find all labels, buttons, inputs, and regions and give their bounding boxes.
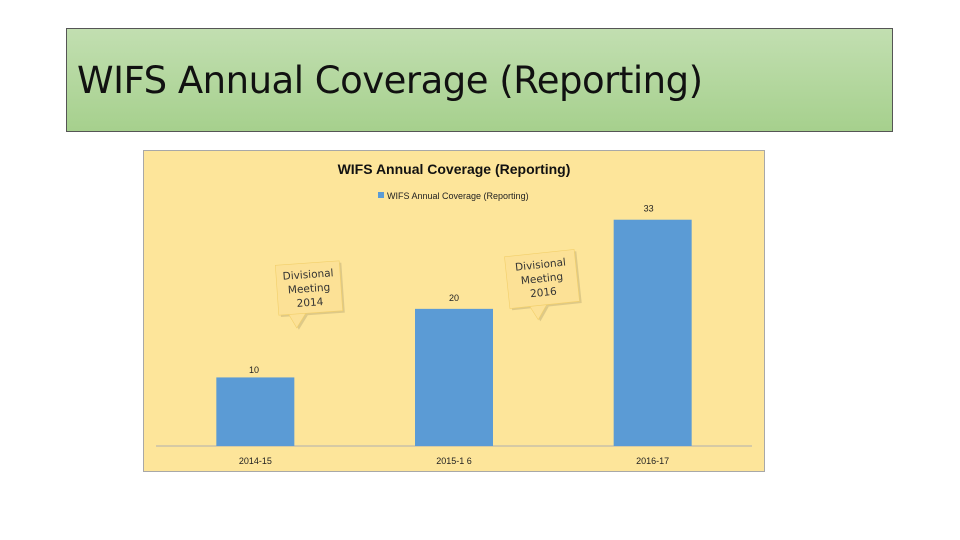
chart-title: WIFS Annual Coverage (Reporting) [338,161,571,177]
title-banner: WIFS Annual Coverage (Reporting) [66,28,893,132]
callout-text: 2016 [530,286,558,301]
callout-text: Divisional [282,267,334,283]
x-tick-label: 2015-1 6 [436,456,472,466]
data-label: 20 [449,293,459,303]
callout-text: Meeting [288,282,331,297]
callout-bubble [275,260,343,329]
legend-swatch [378,192,384,198]
callout-bubble [504,249,580,321]
callout-text: Meeting [520,271,563,287]
data-label: 10 [249,365,259,375]
x-tick-label: 2016-17 [636,456,669,466]
bar-2016-17 [613,219,692,446]
callout-text: Divisional [515,256,567,273]
slide-title: WIFS Annual Coverage (Reporting) [77,59,703,102]
bar-2015-1 6 [415,308,493,446]
callout-text: 2014 [296,296,324,310]
chart-panel: WIFS Annual Coverage (Reporting) WIFS Ann… [143,150,765,472]
data-label: 33 [644,204,654,214]
bar-2014-15 [216,377,295,446]
x-tick-label: 2014-15 [239,456,272,466]
legend-label: WIFS Annual Coverage (Reporting) [387,191,529,201]
bar-chart: WIFS Annual Coverage (Reporting) WIFS Ann… [156,161,752,466]
